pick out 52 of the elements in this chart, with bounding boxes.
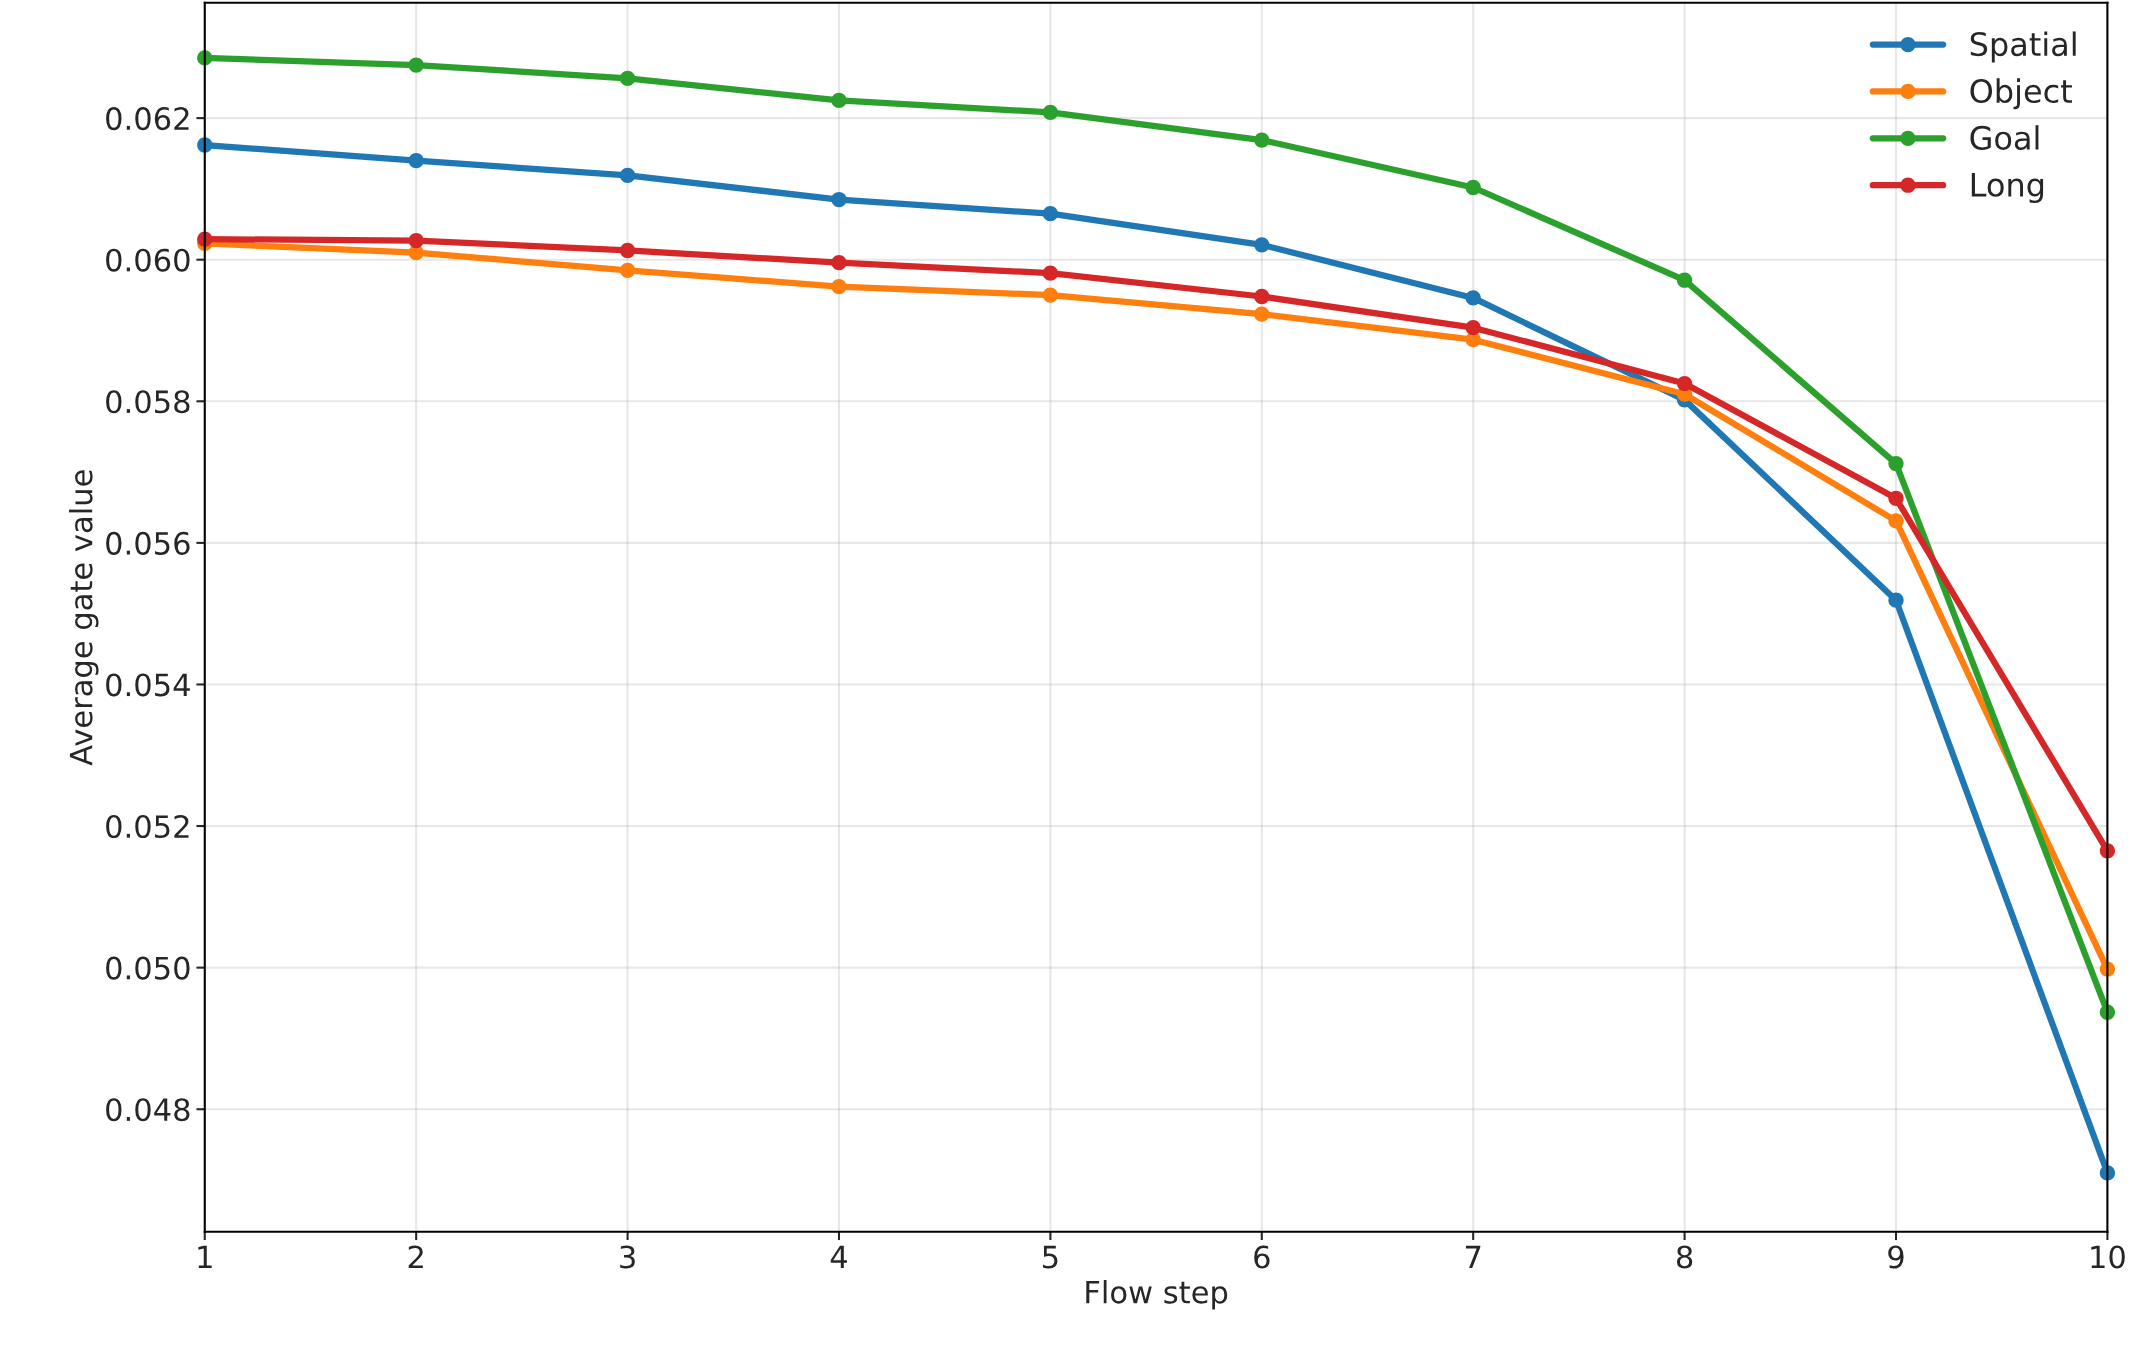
point bbox=[408, 152, 424, 169]
point bbox=[1676, 375, 1693, 392]
point bbox=[1042, 104, 1059, 121]
point bbox=[1254, 237, 1270, 253]
y-tick-label: 0.054 bbox=[106, 673, 190, 697]
x-tick-label: 1 bbox=[198, 1245, 212, 1269]
point bbox=[1254, 288, 1270, 305]
y-tick-label: 0.060 bbox=[106, 248, 190, 272]
point bbox=[1888, 490, 1904, 506]
point bbox=[1676, 272, 1693, 288]
x-tick-label: 9 bbox=[1888, 1245, 1904, 1269]
x-tick-label: 10 bbox=[2091, 1245, 2125, 1269]
y-tick-label: 0.056 bbox=[106, 531, 190, 555]
point bbox=[1042, 287, 1059, 303]
point bbox=[1888, 513, 1904, 529]
point bbox=[619, 167, 636, 184]
legend-label: Goal bbox=[1970, 125, 2039, 150]
x-tick-label: 7 bbox=[1465, 1245, 1481, 1269]
point bbox=[1465, 290, 1481, 306]
x-tick-label: 4 bbox=[830, 1245, 847, 1269]
point bbox=[831, 191, 847, 208]
x-tick-label: 8 bbox=[1676, 1245, 1693, 1269]
point bbox=[619, 242, 636, 259]
y-tick-label: 0.048 bbox=[106, 1098, 190, 1122]
point bbox=[1254, 132, 1270, 148]
x-tick-label: 5 bbox=[1043, 1245, 1058, 1269]
point bbox=[831, 92, 847, 109]
legend-label: Spatial bbox=[1970, 31, 2076, 63]
point bbox=[1465, 320, 1481, 336]
point bbox=[1465, 179, 1481, 196]
point bbox=[408, 232, 424, 249]
x-tick-label: 2 bbox=[408, 1245, 423, 1269]
point bbox=[1042, 265, 1059, 281]
y-tick-label: 0.058 bbox=[106, 390, 190, 414]
y-tick-label: 0.062 bbox=[106, 107, 189, 131]
point bbox=[1254, 306, 1270, 322]
point bbox=[619, 262, 636, 278]
point bbox=[1888, 592, 1904, 608]
legend-label: Object bbox=[1970, 78, 2072, 110]
legend-label: Long bbox=[1971, 173, 2044, 204]
y-axis-title: Average gate value bbox=[68, 470, 99, 766]
point bbox=[831, 254, 847, 271]
y-tick-label: 0.050 bbox=[106, 956, 190, 980]
point bbox=[619, 70, 636, 87]
x-axis-title: Flow step bbox=[1086, 1280, 1228, 1310]
point bbox=[831, 278, 847, 295]
point bbox=[408, 57, 424, 73]
x-tick-label: 3 bbox=[620, 1245, 635, 1269]
x-tick-label: 6 bbox=[1254, 1245, 1270, 1269]
y-tick-label: 0.052 bbox=[106, 814, 189, 839]
point bbox=[1042, 206, 1059, 222]
point bbox=[1888, 455, 1904, 472]
